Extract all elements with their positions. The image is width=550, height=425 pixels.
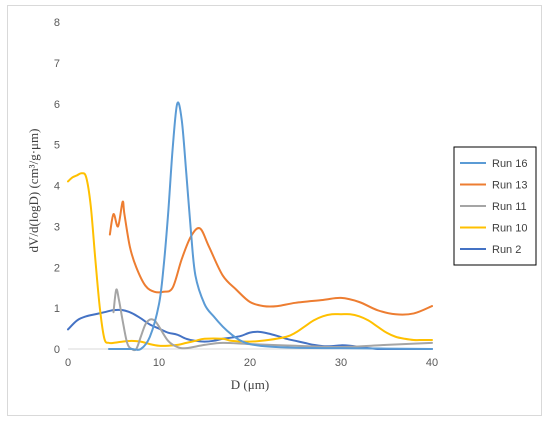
series-line-run-10	[67, 172, 433, 347]
series-line-run-11	[112, 288, 433, 352]
x-axis-ticks: 0 10 20 30 40	[65, 357, 438, 369]
y-tick-label: 2	[54, 262, 60, 274]
series-line-run-16	[107, 101, 433, 351]
legend-label-run-10: Run 10	[492, 223, 527, 235]
x-axis-title: D (μm)	[231, 377, 269, 392]
legend-label-run-2: Run 2	[492, 244, 521, 256]
y-axis-title: dV/d(logD) (cm³/g·μm)	[26, 129, 41, 253]
y-tick-label: 3	[54, 221, 60, 233]
y-tick-label: 1	[54, 303, 60, 315]
legend-label-run-13: Run 13	[492, 180, 527, 192]
y-tick-label: 7	[54, 58, 60, 70]
series-line-run-13	[108, 200, 433, 316]
legend: Run 16 Run 13 Run 11 Run 10 Run 2	[453, 146, 537, 266]
y-tick-label: 5	[54, 140, 60, 152]
plot-area	[67, 101, 433, 352]
y-tick-label: 8	[54, 17, 60, 29]
x-tick-label: 20	[244, 357, 256, 369]
y-axis-ticks: 0 1 2 3 4 5 6 7 8	[54, 17, 60, 356]
legend-label-run-16: Run 16	[492, 158, 527, 170]
y-tick-label: 4	[54, 181, 60, 193]
x-tick-label: 30	[335, 357, 347, 369]
x-tick-label: 10	[153, 357, 165, 369]
y-tick-label: 6	[54, 99, 60, 111]
x-tick-label: 0	[65, 357, 71, 369]
y-tick-label: 0	[54, 344, 60, 356]
x-tick-label: 40	[426, 357, 438, 369]
legend-label-run-11: Run 11	[492, 201, 527, 213]
